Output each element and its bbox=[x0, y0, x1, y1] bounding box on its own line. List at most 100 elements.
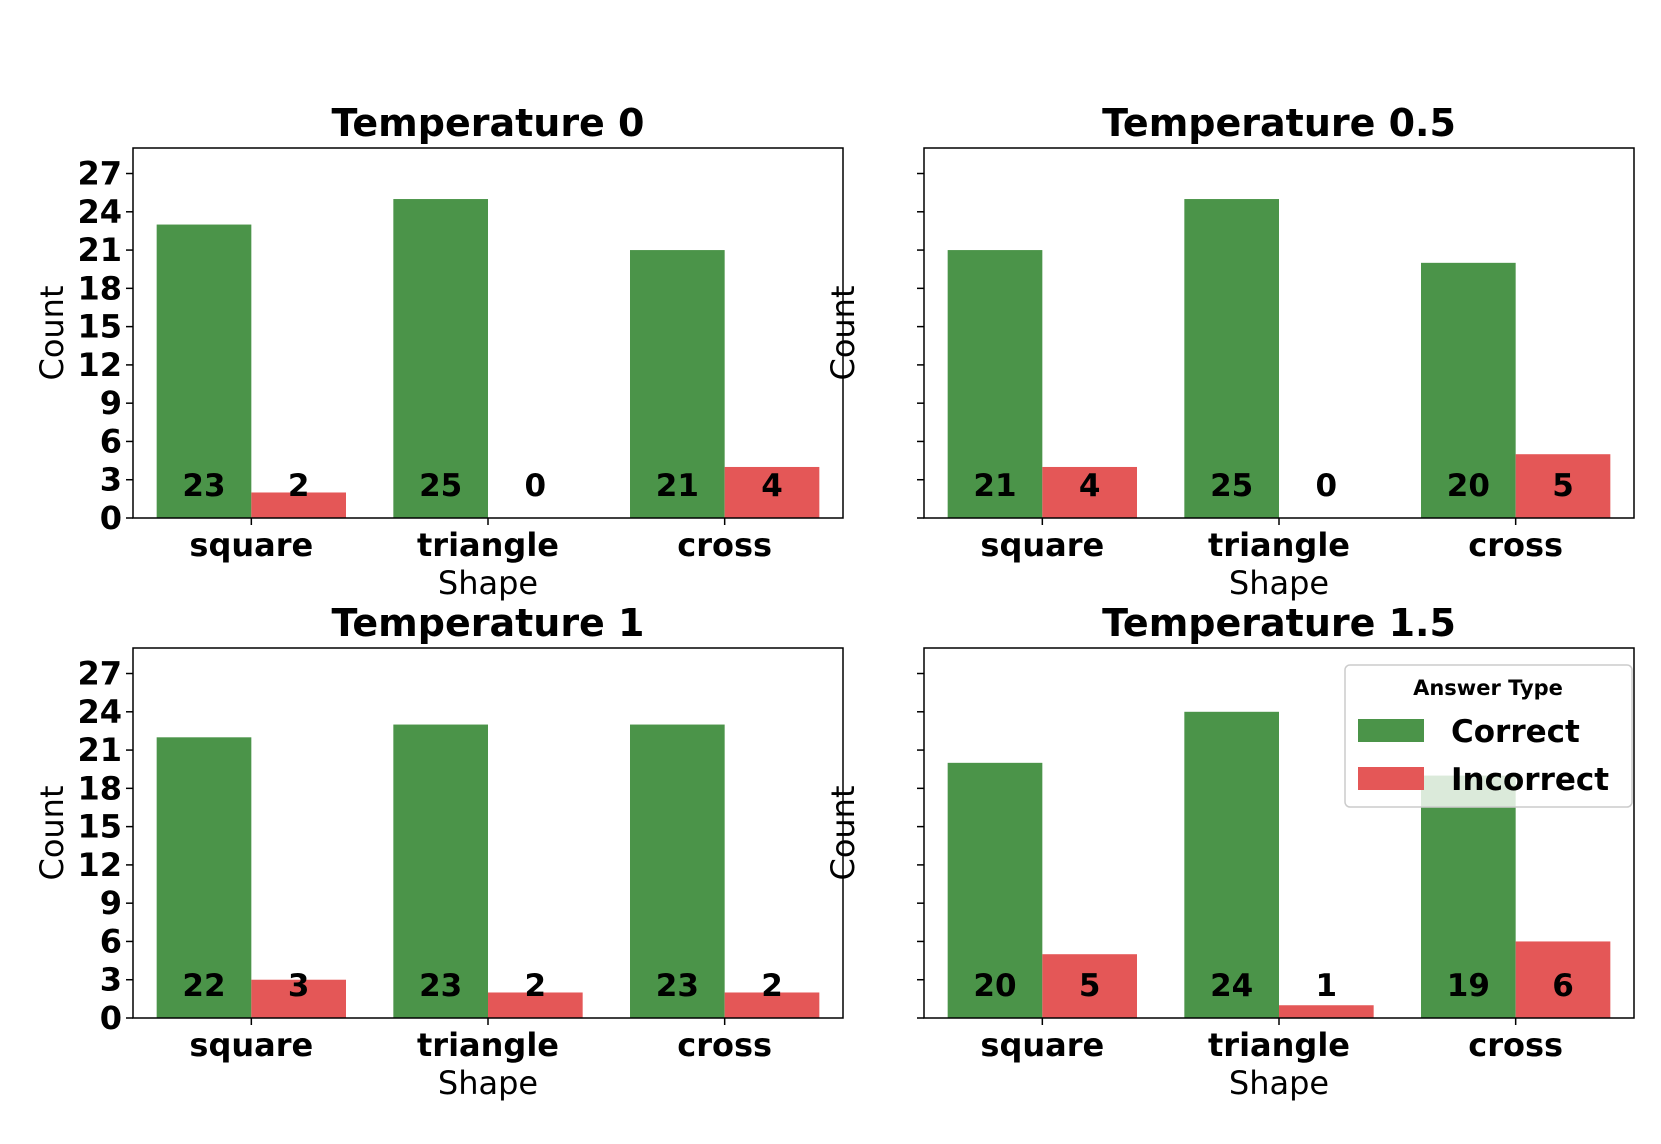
x-tick-label: cross bbox=[677, 526, 772, 564]
x-tick-label: square bbox=[189, 526, 313, 564]
legend-entry-incorrect: Incorrect bbox=[1451, 762, 1609, 798]
y-tick-label: 12 bbox=[77, 846, 122, 884]
bar-value-label: 2 bbox=[525, 968, 547, 1004]
bar-value-label: 5 bbox=[1079, 968, 1101, 1004]
bar-value-label: 6 bbox=[1552, 968, 1574, 1004]
bar-correct-triangle bbox=[393, 199, 488, 518]
chart-title: Temperature 0.5 bbox=[1102, 101, 1456, 145]
chart-title: Temperature 1.5 bbox=[1102, 601, 1456, 645]
plot-frame bbox=[923, 647, 1635, 1019]
bar-value-label: 25 bbox=[419, 468, 462, 504]
chart-title: Temperature 1 bbox=[332, 601, 645, 645]
bar-value-label: 2 bbox=[761, 968, 783, 1004]
y-tick-label: 6 bbox=[100, 422, 122, 460]
plot-frame bbox=[132, 147, 844, 519]
y-axis-label: Count bbox=[824, 285, 862, 380]
x-axis-label: Shape bbox=[1229, 564, 1329, 602]
y-axis-label: Count bbox=[33, 285, 71, 380]
y-tick-label: 21 bbox=[77, 731, 122, 769]
x-axis-label: Shape bbox=[1229, 1064, 1329, 1102]
bar-correct-cross bbox=[630, 724, 725, 1018]
chart-panel-3: Temperature 1 22 3 square 23 2 triangle 23 2 cros… bbox=[33, 601, 844, 1102]
y-tick-label: 15 bbox=[77, 308, 122, 346]
legend: Answer Type Correct Incorrect bbox=[1344, 664, 1633, 808]
bar-incorrect-cross bbox=[1515, 941, 1611, 1018]
y-tick-label: 6 bbox=[100, 922, 122, 960]
bar-value-label: 21 bbox=[973, 468, 1016, 504]
bar-value-label: 4 bbox=[1079, 468, 1101, 504]
bar-correct-cross bbox=[1421, 262, 1516, 518]
bar-value-label: 2 bbox=[288, 468, 310, 504]
bar-value-label: 0 bbox=[1316, 468, 1338, 504]
y-tick-label: 18 bbox=[77, 769, 122, 807]
plot-frame bbox=[923, 147, 1635, 519]
bar-incorrect-triangle bbox=[488, 992, 583, 1018]
y-tick-label: 0 bbox=[100, 499, 122, 537]
bar-value-label: 0 bbox=[525, 468, 547, 504]
bar-value-label: 1 bbox=[1316, 968, 1338, 1004]
y-tick-label: 18 bbox=[77, 269, 122, 307]
y-tick-label: 27 bbox=[77, 155, 122, 193]
x-tick-label: triangle bbox=[1208, 526, 1350, 564]
legend-title: Answer Type bbox=[1413, 676, 1563, 700]
y-tick-label: 15 bbox=[77, 808, 122, 846]
chart-panel-4: Temperature 1.5 20 5 square 24 1 triangle 19 6 cr… bbox=[824, 601, 1635, 1102]
plot-frame bbox=[132, 647, 844, 1019]
bar-correct-square bbox=[156, 224, 252, 518]
bar-value-label: 20 bbox=[973, 968, 1016, 1004]
y-tick-label: 27 bbox=[77, 655, 122, 693]
bar-incorrect-cross bbox=[724, 466, 820, 518]
chart-title: Temperature 0 bbox=[332, 101, 645, 145]
bar-incorrect-cross bbox=[724, 992, 820, 1018]
bar-correct-cross bbox=[1421, 775, 1516, 1018]
bar-incorrect-square bbox=[1042, 466, 1137, 518]
legend-swatch-incorrect bbox=[1358, 767, 1424, 790]
bar-correct-cross bbox=[630, 250, 725, 518]
bar-value-label: 23 bbox=[182, 468, 225, 504]
x-tick-label: cross bbox=[1468, 1026, 1563, 1064]
bar-incorrect-cross bbox=[1515, 454, 1611, 518]
bar-value-label: 24 bbox=[1210, 968, 1253, 1004]
bar-value-label: 23 bbox=[419, 968, 462, 1004]
bar-correct-square bbox=[156, 737, 252, 1018]
y-tick-label: 24 bbox=[77, 693, 122, 731]
legend-swatch-correct bbox=[1358, 719, 1424, 742]
y-tick-label: 12 bbox=[77, 346, 122, 384]
bar-value-label: 3 bbox=[288, 968, 310, 1004]
bar-value-label: 5 bbox=[1552, 468, 1574, 504]
bar-value-label: 22 bbox=[182, 968, 225, 1004]
y-tick-label: 3 bbox=[100, 961, 122, 999]
legend-entry-correct: Correct bbox=[1451, 714, 1580, 750]
y-tick-label: 21 bbox=[77, 231, 122, 269]
bar-correct-triangle bbox=[393, 724, 488, 1018]
bar-incorrect-square bbox=[251, 979, 346, 1018]
bar-value-label: 19 bbox=[1447, 968, 1490, 1004]
bar-value-label: 25 bbox=[1210, 468, 1253, 504]
bar-incorrect-triangle bbox=[1279, 1005, 1374, 1018]
x-tick-label: square bbox=[980, 526, 1104, 564]
x-tick-label: square bbox=[189, 1026, 313, 1064]
bar-correct-triangle bbox=[1184, 711, 1279, 1018]
x-tick-label: square bbox=[980, 1026, 1104, 1064]
x-tick-label: cross bbox=[1468, 526, 1563, 564]
x-tick-label: triangle bbox=[417, 1026, 559, 1064]
bar-incorrect-square bbox=[1042, 954, 1137, 1018]
x-axis-label: Shape bbox=[438, 564, 538, 602]
y-tick-label: 3 bbox=[100, 461, 122, 499]
x-axis-label: Shape bbox=[438, 1064, 538, 1102]
y-tick-label: 9 bbox=[100, 384, 122, 422]
y-axis-label: Count bbox=[824, 785, 862, 880]
bar-value-label: 20 bbox=[1447, 468, 1490, 504]
bar-incorrect-square bbox=[251, 492, 346, 518]
bar-value-label: 4 bbox=[761, 468, 783, 504]
bar-correct-square bbox=[947, 762, 1043, 1018]
bar-value-label: 21 bbox=[656, 468, 699, 504]
chart-panel-2: Temperature 0.5 21 4 square 25 0 triangle 20 5 cr… bbox=[824, 101, 1635, 602]
x-tick-label: triangle bbox=[417, 526, 559, 564]
chart-panel-1: Temperature 0 23 2 square 25 0 triangle 21 4 cros… bbox=[33, 101, 844, 602]
y-tick-label: 0 bbox=[100, 999, 122, 1037]
x-tick-label: cross bbox=[677, 1026, 772, 1064]
bar-value-label: 23 bbox=[656, 968, 699, 1004]
y-tick-label: 9 bbox=[100, 884, 122, 922]
bar-correct-triangle bbox=[1184, 199, 1279, 518]
